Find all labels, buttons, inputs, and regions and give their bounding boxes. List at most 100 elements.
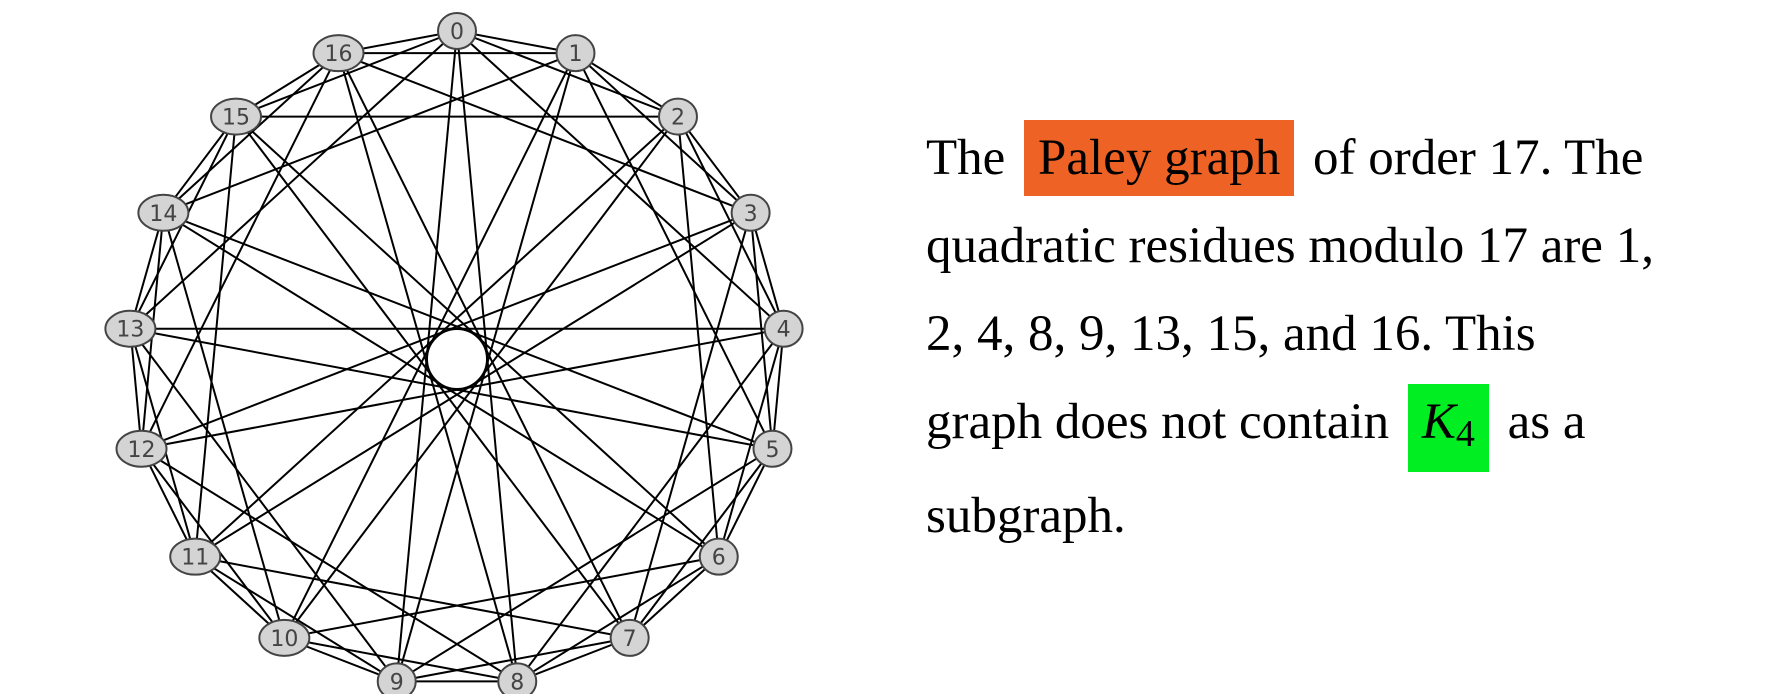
vertex-circle (169, 537, 222, 576)
vertex-label: 16 (325, 42, 353, 67)
edge-4-5 (771, 328, 785, 449)
caption-text: The Paley graph of order 17. The quadrat… (926, 114, 1746, 560)
edge-4-8 (516, 328, 785, 683)
edge-2-6 (676, 116, 720, 557)
edge-10-14 (162, 212, 286, 639)
vertex-label: 15 (222, 106, 250, 131)
vertex-circle (497, 662, 538, 694)
vertex-label: 8 (510, 670, 524, 694)
edge-5-7 (628, 448, 774, 639)
vertex-6: 6 (698, 537, 739, 576)
k4-subscript: 4 (1455, 413, 1475, 455)
caption-lead: The (926, 130, 1019, 186)
edge-3-7 (628, 212, 752, 639)
caption-line5: subgraph. (926, 488, 1126, 544)
edge-3-5 (749, 212, 774, 449)
vertex-circle (258, 618, 311, 657)
edge-8-10 (284, 636, 518, 683)
vertex-circle (730, 193, 771, 232)
vertex-label: 5 (765, 438, 779, 463)
vertex-label: 3 (744, 202, 758, 227)
edge-11-12 (140, 448, 197, 558)
vertex-label: 4 (777, 318, 791, 343)
vertex-4: 4 (763, 309, 804, 348)
vertex-16: 16 (312, 34, 365, 73)
vertex-label: 14 (149, 202, 177, 227)
vertex-8: 8 (497, 662, 538, 694)
vertex-label: 0 (450, 20, 464, 45)
edge-0-13 (129, 30, 458, 330)
edge-11-15 (194, 116, 238, 557)
center-hole (426, 328, 488, 390)
paley-graph-diagram: 0 1 2 3 4 5 6 7 8 9 10 11 12 13 14 15 16 (104, 12, 804, 694)
edge-13-14 (129, 212, 165, 330)
edge-2-3 (677, 116, 752, 214)
vertex-circle (115, 429, 168, 468)
edge-2-4 (677, 116, 785, 330)
vertex-1: 1 (555, 34, 596, 73)
edge-14-16 (162, 52, 340, 214)
vertex-11: 11 (169, 537, 222, 576)
vertex-circle (210, 97, 263, 136)
vertex-circle (312, 34, 365, 73)
edge-1-5 (574, 52, 774, 450)
edge-3-4 (749, 212, 785, 330)
caption-line4-end: as a (1494, 394, 1586, 450)
edge-6-10 (284, 555, 719, 639)
edge-0-15 (235, 30, 458, 118)
edge-6-7 (628, 555, 720, 639)
vertex-circle (437, 12, 477, 50)
vertex-circle (609, 618, 650, 657)
vertex-circle (698, 537, 739, 576)
vertex-label: 12 (128, 438, 156, 463)
edge-5-6 (717, 448, 774, 558)
k4-highlight: K4 (1407, 384, 1489, 472)
vertex-circle (752, 429, 793, 468)
vertex-circle (104, 309, 157, 348)
vertex-label: 7 (623, 627, 637, 652)
edge-0-1 (456, 30, 576, 55)
edge-7-11 (195, 555, 630, 639)
edge-1-3 (574, 52, 752, 214)
edge-4-6 (717, 328, 785, 557)
edge-7-9 (396, 636, 630, 683)
vertex-label: 13 (116, 318, 144, 343)
k4-letter: K (1421, 394, 1456, 450)
vertex-7: 7 (609, 618, 650, 657)
edge-6-8 (516, 555, 720, 683)
vertex-10: 10 (258, 618, 311, 657)
vertex-label: 6 (712, 546, 726, 571)
edge-9-13 (129, 328, 398, 683)
paley-graph-highlight: Paley graph (1024, 120, 1295, 196)
caption-line2: quadratic residues modulo 17 are 1, (926, 218, 1654, 274)
edge-1-2 (574, 52, 679, 118)
vertex-label: 11 (181, 546, 209, 571)
edge-12-13 (129, 328, 143, 449)
vertex-3: 3 (730, 193, 771, 232)
vertex-12: 12 (115, 429, 168, 468)
edge-0-4 (456, 30, 785, 330)
vertex-0: 0 (437, 12, 477, 50)
edge-5-9 (396, 447, 774, 683)
edge-0-2 (456, 30, 679, 118)
caption-line3: 2, 4, 8, 9, 13, 15, and 16. This (926, 306, 1536, 362)
vertex-circle (137, 193, 190, 232)
edge-12-16 (140, 52, 340, 450)
vertex-9: 9 (376, 662, 417, 694)
edge-8-12 (140, 447, 518, 683)
edge-1-14 (163, 52, 576, 214)
vertex-circle (555, 34, 596, 73)
vertex-circle (657, 97, 698, 136)
vertex-label: 9 (390, 670, 404, 694)
vertex-circle (376, 662, 417, 694)
edge-7-8 (516, 636, 631, 683)
vertex-5: 5 (752, 429, 793, 468)
vertex-label: 2 (671, 106, 685, 131)
caption-line4-start: graph does not contain (926, 394, 1402, 450)
vertex-label: 1 (568, 42, 582, 67)
edge-3-16 (338, 52, 751, 214)
vertex-2: 2 (657, 97, 698, 136)
vertex-circle (763, 309, 804, 348)
